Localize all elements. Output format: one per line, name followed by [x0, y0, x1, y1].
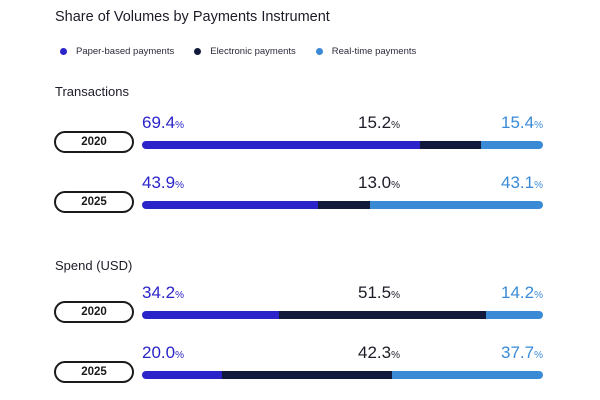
value-number: 43.1 [501, 173, 535, 192]
legend-label-realtime: Real-time payments [331, 46, 417, 57]
chart-title: Share of Volumes by Payments Instrument [55, 9, 330, 25]
percent-sign: % [175, 180, 184, 191]
value-label-paper-spend-2025: 20.0% [142, 343, 184, 363]
bar-segment-realtime-transactions-2020 [481, 141, 543, 149]
stacked-bar-spend-2020 [142, 311, 543, 319]
percent-sign: % [391, 350, 400, 361]
bar-segment-paper-spend-2020 [142, 311, 280, 319]
value-number: 51.5 [358, 283, 392, 302]
percent-sign: % [175, 290, 184, 301]
section-title-transactions: Transactions [55, 84, 129, 99]
value-number: 14.2 [501, 283, 535, 302]
value-number: 42.3 [358, 343, 392, 362]
value-label-electronic-spend-2020: 51.5% [358, 283, 400, 303]
percent-sign: % [534, 350, 543, 361]
value-label-realtime-spend-2020: 14.2% [501, 283, 543, 303]
value-number: 15.4 [501, 113, 535, 132]
percent-sign: % [534, 120, 543, 131]
bar-segment-paper-transactions-2025 [142, 201, 319, 209]
bar-segment-paper-spend-2025 [142, 371, 223, 379]
section-title-spend: Spend (USD) [55, 258, 133, 273]
legend-label-paper: Paper-based payments [76, 46, 175, 57]
value-label-electronic-transactions-2025: 13.0% [358, 173, 400, 193]
year-pill-transactions-2025: 2025 [54, 191, 134, 213]
bar-segment-realtime-transactions-2025 [370, 201, 543, 209]
bar-segment-paper-transactions-2020 [142, 141, 421, 149]
percent-sign: % [534, 290, 543, 301]
legend-dot-paper [60, 48, 67, 55]
value-number: 43.9 [142, 173, 176, 192]
value-number: 34.2 [142, 283, 176, 302]
value-number: 15.2 [358, 113, 392, 132]
value-label-paper-spend-2020: 34.2% [142, 283, 184, 303]
value-label-electronic-transactions-2020: 15.2% [358, 113, 400, 133]
stacked-bar-transactions-2025 [142, 201, 543, 209]
percent-sign: % [391, 180, 400, 191]
percent-sign: % [534, 180, 543, 191]
percent-sign: % [175, 350, 184, 361]
value-label-realtime-transactions-2020: 15.4% [501, 113, 543, 133]
percent-sign: % [175, 120, 184, 131]
bar-segment-realtime-spend-2025 [391, 371, 543, 379]
bar-segment-realtime-spend-2020 [485, 311, 543, 319]
year-pill-transactions-2020: 2020 [54, 131, 134, 153]
value-number: 37.7 [501, 343, 535, 362]
legend-item-realtime: Real-time payments [315, 46, 417, 57]
legend-item-paper: Paper-based payments [60, 46, 174, 57]
value-label-paper-transactions-2020: 69.4% [142, 113, 184, 133]
value-label-realtime-transactions-2025: 43.1% [501, 173, 543, 193]
year-pill-spend-2025: 2025 [54, 361, 134, 383]
legend-item-electronic: Electronic payments [194, 46, 296, 57]
stacked-bar-spend-2025 [142, 371, 543, 379]
value-number: 20.0 [142, 343, 176, 362]
year-pill-spend-2020: 2020 [54, 301, 134, 323]
value-label-paper-transactions-2025: 43.9% [142, 173, 184, 193]
value-label-realtime-spend-2025: 37.7% [501, 343, 543, 363]
bar-segment-electronic-transactions-2025 [318, 201, 371, 209]
stacked-bar-transactions-2020 [142, 141, 543, 149]
bar-segment-electronic-spend-2020 [279, 311, 486, 319]
bar-segment-electronic-spend-2025 [222, 371, 392, 379]
bar-segment-electronic-transactions-2020 [420, 141, 482, 149]
percent-sign: % [391, 120, 400, 131]
value-number: 13.0 [358, 173, 392, 192]
legend-dot-realtime [315, 48, 323, 55]
value-number: 69.4 [142, 113, 176, 132]
legend: Paper-based payments Electronic payments… [60, 46, 436, 57]
legend-dot-electronic [194, 48, 202, 55]
value-label-electronic-spend-2025: 42.3% [358, 343, 400, 363]
percent-sign: % [391, 290, 400, 301]
legend-label-electronic: Electronic payments [210, 46, 296, 57]
